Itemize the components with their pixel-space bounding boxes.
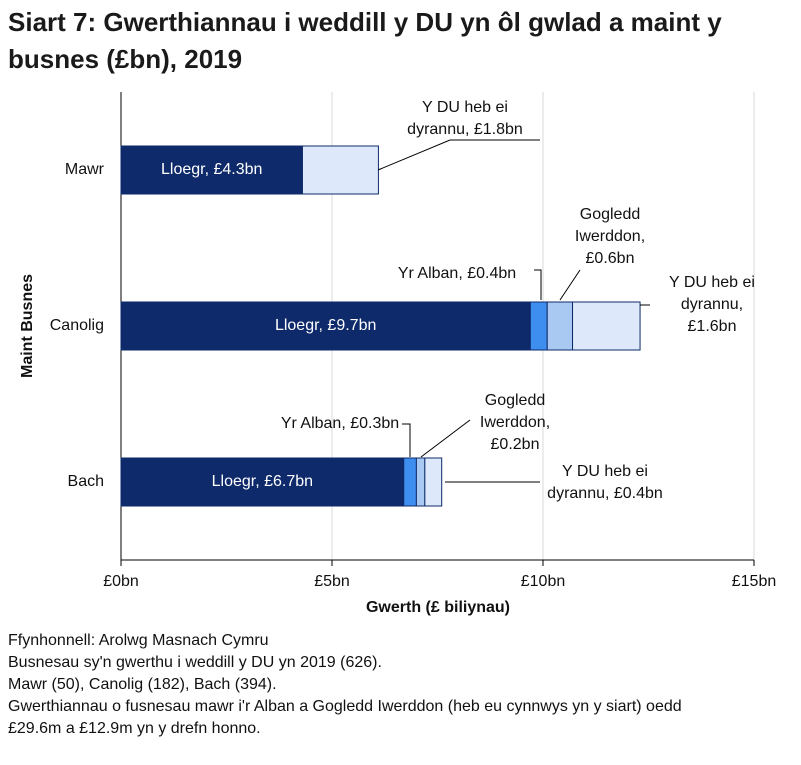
note: Gwerthiannau o fusnesau mawr i'r Alban a… bbox=[8, 698, 682, 737]
bar-segment bbox=[529, 301, 548, 351]
data-label: Y DU heb ei dyrannu, £1.6bn bbox=[669, 274, 755, 335]
bar-segment bbox=[120, 145, 303, 195]
note: Busnesau sy'n gwerthu i weddill y DU yn … bbox=[8, 654, 382, 671]
leader-line bbox=[402, 423, 411, 457]
x-tick-label: £15bn bbox=[732, 573, 777, 590]
bar-segment bbox=[120, 301, 531, 351]
bar-segment bbox=[120, 457, 405, 507]
bar-segment bbox=[301, 145, 379, 195]
bar-segment bbox=[572, 301, 641, 351]
bar-segment bbox=[546, 301, 574, 351]
bar-segment bbox=[424, 457, 443, 507]
leader-line bbox=[534, 269, 542, 300]
note: Ffynhonnell: Arolwg Masnach Cymru bbox=[8, 632, 269, 649]
x-tick-label: £0bn bbox=[103, 573, 139, 590]
y-tick-label: Mawr bbox=[65, 161, 105, 178]
leader-line bbox=[420, 419, 471, 458]
y-tick-label: Canolig bbox=[50, 317, 104, 334]
data-label: Yr Alban, £0.3bn bbox=[280, 415, 400, 432]
bar-segment bbox=[415, 457, 426, 507]
x-tick-label: £10bn bbox=[521, 573, 566, 590]
x-axis-title: Gwerth (£ biliynau) bbox=[366, 599, 510, 616]
note: Mawr (50), Canolig (182), Bach (394). bbox=[8, 676, 277, 693]
data-label: Lloegr, £9.7bn bbox=[274, 317, 377, 334]
y-tick-label: Bach bbox=[68, 473, 104, 490]
data-label: Y DU heb ei dyrannu, £0.4bn bbox=[547, 463, 663, 502]
y-axis-title: Maint Busnes bbox=[19, 274, 36, 378]
data-label: Gogledd Iwerddon, £0.2bn bbox=[479, 392, 551, 453]
data-label: Yr Alban, £0.4bn bbox=[397, 265, 517, 282]
x-tick-label: £5bn bbox=[314, 573, 350, 590]
leader-line bbox=[377, 139, 540, 171]
notes: Ffynhonnell: Arolwg Masnach Cymru Busnesa… bbox=[8, 630, 728, 740]
data-label: Gogledd Iwerddon, £0.6bn bbox=[574, 206, 646, 267]
bar-segment bbox=[403, 457, 417, 507]
data-label: Lloegr, £4.3bn bbox=[161, 161, 263, 178]
data-label: Lloegr, £6.7bn bbox=[211, 473, 314, 490]
data-label: Y DU heb ei dyrannu, £1.8bn bbox=[407, 99, 523, 138]
leader-line bbox=[559, 269, 581, 301]
chart-title: Siart 7: Gwerthiannau i weddill y DU yn … bbox=[8, 7, 722, 74]
